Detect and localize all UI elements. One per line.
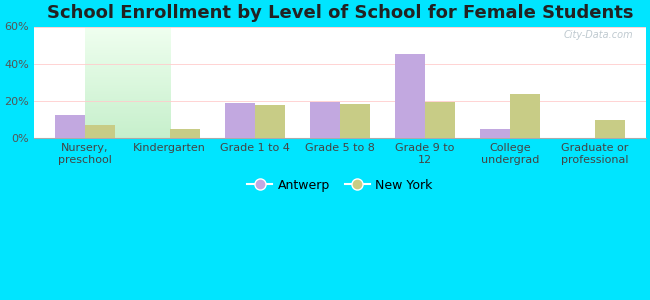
Bar [170,129,200,138]
Bar [395,54,425,138]
Bar [510,94,540,138]
Bar [255,105,285,138]
Bar [425,102,454,138]
Bar [480,129,510,138]
Bar [340,104,370,138]
Bar [225,103,255,138]
Legend: Antwerp, New York: Antwerp, New York [242,174,437,196]
Bar [310,102,340,138]
Bar [55,115,84,138]
Bar [595,120,625,138]
Text: City-Data.com: City-Data.com [564,30,634,40]
Title: School Enrollment by Level of School for Female Students: School Enrollment by Level of School for… [47,4,633,22]
Bar [84,125,114,138]
